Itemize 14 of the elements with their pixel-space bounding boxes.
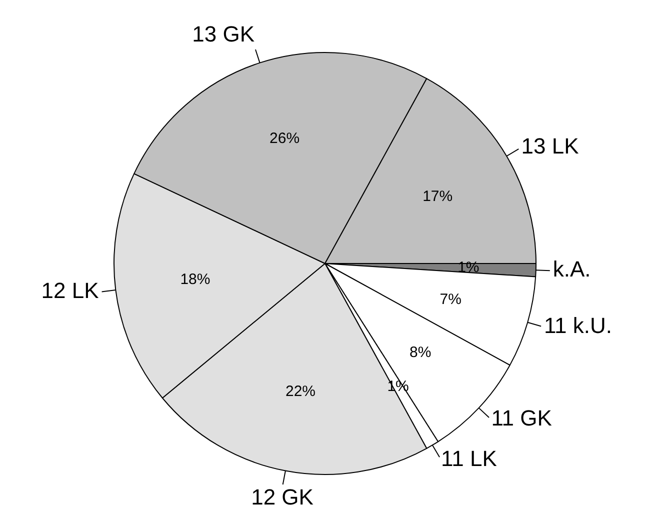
slice-label: 11 LK (441, 446, 498, 471)
slice-label: 13 GK (192, 22, 255, 47)
slice-label: k.A. (552, 256, 591, 282)
slice-label: 11 k.U. (544, 313, 612, 338)
slice-label: 12 GK (251, 484, 314, 510)
data-label: 7% (440, 291, 462, 308)
data-label: 17% (422, 188, 453, 206)
slice-label: 11 GK (491, 406, 552, 431)
data-label: 26% (270, 130, 300, 148)
slice-label: 13 LK (521, 134, 580, 158)
data-label: 18% (180, 271, 210, 288)
data-label: 22% (285, 383, 316, 400)
data-label: 8% (410, 344, 432, 362)
slice-label: 12 LK (41, 278, 100, 304)
